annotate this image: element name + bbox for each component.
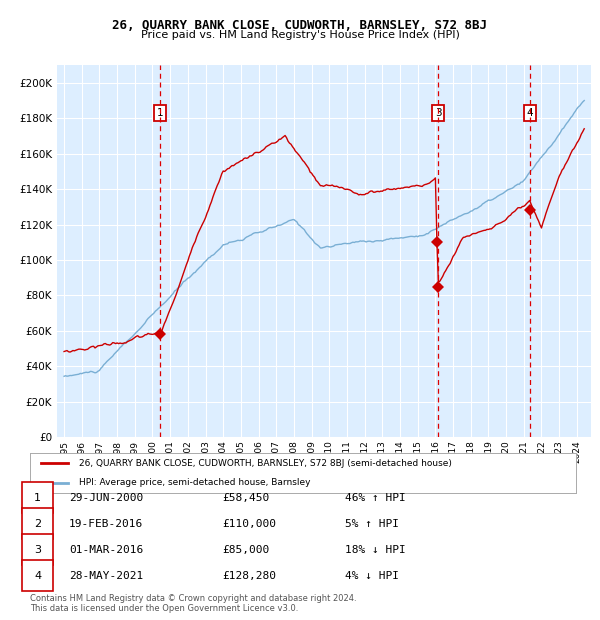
- Text: Contains HM Land Registry data © Crown copyright and database right 2024.: Contains HM Land Registry data © Crown c…: [30, 593, 356, 603]
- Text: 01-MAR-2016: 01-MAR-2016: [69, 545, 143, 555]
- Text: £85,000: £85,000: [222, 545, 269, 555]
- Text: 26, QUARRY BANK CLOSE, CUDWORTH, BARNSLEY, S72 8BJ: 26, QUARRY BANK CLOSE, CUDWORTH, BARNSLE…: [113, 19, 487, 32]
- Text: 4% ↓ HPI: 4% ↓ HPI: [345, 571, 399, 581]
- Text: £110,000: £110,000: [222, 519, 276, 529]
- Text: HPI: Average price, semi-detached house, Barnsley: HPI: Average price, semi-detached house,…: [79, 478, 311, 487]
- Text: 28-MAY-2021: 28-MAY-2021: [69, 571, 143, 581]
- Text: 19-FEB-2016: 19-FEB-2016: [69, 519, 143, 529]
- Text: 29-JUN-2000: 29-JUN-2000: [69, 493, 143, 503]
- Text: 3: 3: [435, 108, 442, 118]
- Text: 5% ↑ HPI: 5% ↑ HPI: [345, 519, 399, 529]
- Text: 26, QUARRY BANK CLOSE, CUDWORTH, BARNSLEY, S72 8BJ (semi-detached house): 26, QUARRY BANK CLOSE, CUDWORTH, BARNSLE…: [79, 459, 452, 468]
- Text: £128,280: £128,280: [222, 571, 276, 581]
- Text: 4: 4: [34, 571, 41, 581]
- Text: 3: 3: [34, 545, 41, 555]
- Text: 4: 4: [526, 108, 533, 118]
- Text: 1: 1: [157, 108, 163, 118]
- Text: This data is licensed under the Open Government Licence v3.0.: This data is licensed under the Open Gov…: [30, 603, 298, 613]
- Text: 46% ↑ HPI: 46% ↑ HPI: [345, 493, 406, 503]
- Text: Price paid vs. HM Land Registry's House Price Index (HPI): Price paid vs. HM Land Registry's House …: [140, 30, 460, 40]
- Text: 18% ↓ HPI: 18% ↓ HPI: [345, 545, 406, 555]
- Text: 2: 2: [34, 519, 41, 529]
- Text: £58,450: £58,450: [222, 493, 269, 503]
- Text: 1: 1: [34, 493, 41, 503]
